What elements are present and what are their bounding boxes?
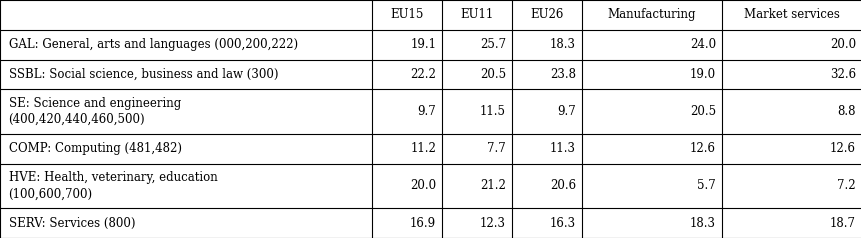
Text: COMP: Computing (481,482): COMP: Computing (481,482) — [9, 142, 182, 155]
Text: 20.6: 20.6 — [549, 179, 575, 193]
Text: EU26: EU26 — [530, 8, 563, 21]
Text: 9.7: 9.7 — [556, 105, 575, 118]
Text: 20.0: 20.0 — [410, 179, 436, 193]
Text: 20.5: 20.5 — [480, 68, 505, 81]
Text: 20.0: 20.0 — [829, 38, 855, 51]
Text: 18.3: 18.3 — [549, 38, 575, 51]
Text: SSBL: Social science, business and law (300): SSBL: Social science, business and law (… — [9, 68, 278, 81]
Text: Market services: Market services — [743, 8, 839, 21]
Text: Manufacturing: Manufacturing — [607, 8, 696, 21]
Text: 25.7: 25.7 — [480, 38, 505, 51]
Text: HVE: Health, veterinary, education
(100,600,700): HVE: Health, veterinary, education (100,… — [9, 171, 217, 200]
Text: 23.8: 23.8 — [549, 68, 575, 81]
Text: 7.2: 7.2 — [836, 179, 855, 193]
Text: 12.6: 12.6 — [829, 142, 855, 155]
Text: 5.7: 5.7 — [697, 179, 715, 193]
Text: 9.7: 9.7 — [417, 105, 436, 118]
Text: 11.2: 11.2 — [410, 142, 436, 155]
Text: EU11: EU11 — [460, 8, 493, 21]
Text: 11.3: 11.3 — [549, 142, 575, 155]
Text: 12.3: 12.3 — [480, 217, 505, 230]
Text: 32.6: 32.6 — [829, 68, 855, 81]
Text: 18.3: 18.3 — [689, 217, 715, 230]
Text: 18.7: 18.7 — [829, 217, 855, 230]
Text: 20.5: 20.5 — [689, 105, 715, 118]
Text: GAL: General, arts and languages (000,200,222): GAL: General, arts and languages (000,20… — [9, 38, 297, 51]
Text: SE: Science and engineering
(400,420,440,460,500): SE: Science and engineering (400,420,440… — [9, 97, 181, 126]
Text: 16.3: 16.3 — [549, 217, 575, 230]
Text: 19.1: 19.1 — [410, 38, 436, 51]
Text: 19.0: 19.0 — [689, 68, 715, 81]
Text: 22.2: 22.2 — [410, 68, 436, 81]
Text: 24.0: 24.0 — [689, 38, 715, 51]
Text: 12.6: 12.6 — [689, 142, 715, 155]
Text: 8.8: 8.8 — [837, 105, 855, 118]
Text: 21.2: 21.2 — [480, 179, 505, 193]
Text: 11.5: 11.5 — [480, 105, 505, 118]
Text: 7.7: 7.7 — [486, 142, 505, 155]
Text: SERV: Services (800): SERV: Services (800) — [9, 217, 135, 230]
Text: EU15: EU15 — [390, 8, 424, 21]
Text: 16.9: 16.9 — [410, 217, 436, 230]
